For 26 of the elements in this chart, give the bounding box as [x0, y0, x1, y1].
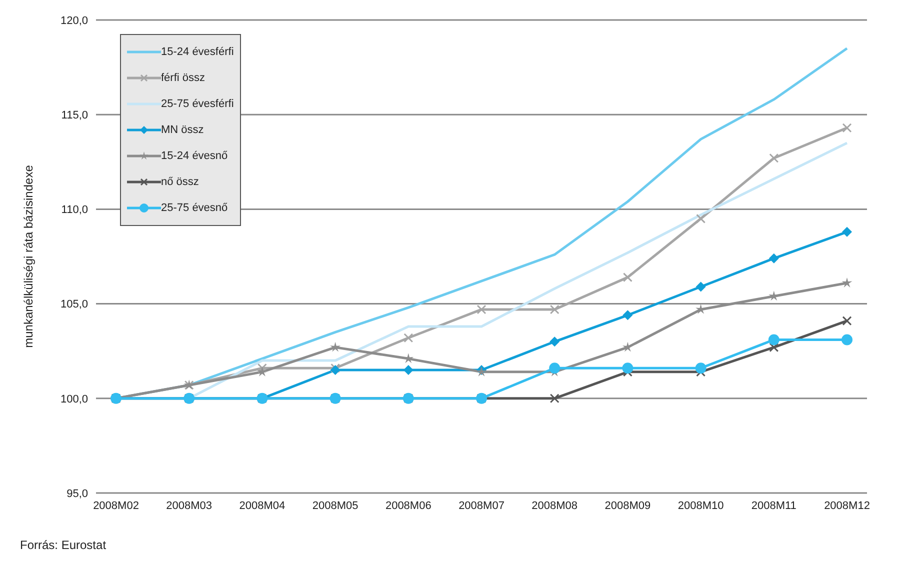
legend-label: 25-75 évesférfi	[161, 98, 234, 110]
legend-label: 15-24 évesférfi	[161, 46, 234, 58]
y-tick-label: 95,0	[66, 488, 88, 500]
legend-label: férfi össz	[161, 72, 206, 84]
legend-label: MN össz	[161, 124, 204, 136]
x-tick-label: 2008M09	[604, 500, 651, 512]
y-tick-label: 115,0	[61, 110, 88, 122]
x-tick-label: 2008M11	[751, 500, 796, 512]
y-axis-title: munkanélküliségi ráta bázisindexe	[21, 164, 36, 348]
legend-label: 25-75 évesnő	[161, 202, 228, 214]
legend-label: nő össz	[161, 176, 199, 188]
y-tick-label: 110,0	[61, 204, 88, 216]
x-tick-label: 2008M06	[385, 500, 432, 512]
x-tick-label: 2008M10	[678, 500, 724, 512]
x-tick-label: 2008M04	[239, 500, 286, 512]
x-tick-label: 2008M03	[166, 500, 212, 512]
y-tick-label: 105,0	[60, 298, 88, 311]
x-tick-label: 2008M05	[312, 500, 358, 512]
y-tick-label: 120,0	[60, 14, 88, 27]
x-tick-label: 2008M02	[93, 500, 139, 512]
y-tick-label: 100,0	[60, 393, 88, 406]
legend-label: 15-24 évesnő	[161, 150, 228, 162]
text: Forrás: Eurostat	[20, 538, 106, 552]
x-tick-label: 2008M12	[824, 500, 870, 512]
x-tick-label: 2008M08	[532, 500, 578, 512]
x-tick-label: 2008M07	[458, 500, 504, 512]
